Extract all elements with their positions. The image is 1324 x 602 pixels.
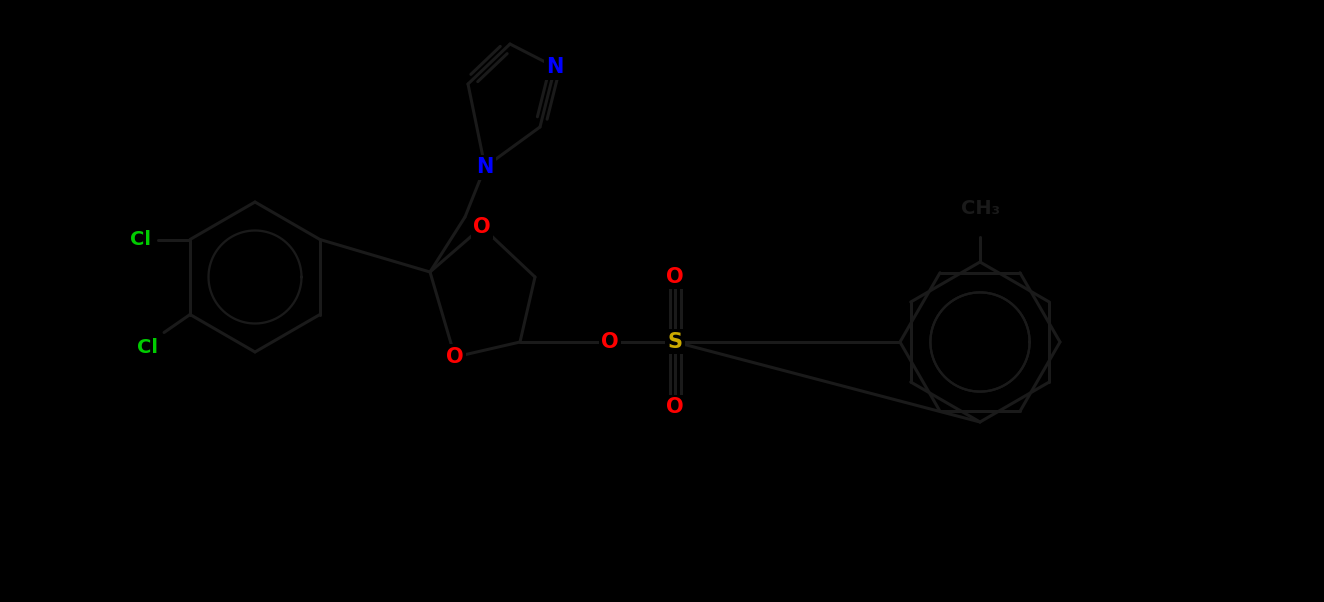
Text: Cl: Cl xyxy=(136,338,158,357)
Text: N: N xyxy=(547,57,564,77)
Text: Cl: Cl xyxy=(130,230,151,249)
Text: O: O xyxy=(473,217,491,237)
Text: CH₃: CH₃ xyxy=(960,199,1000,219)
Text: O: O xyxy=(446,347,463,367)
Text: S: S xyxy=(667,332,682,352)
Text: O: O xyxy=(666,397,683,417)
Text: O: O xyxy=(601,332,618,352)
Text: O: O xyxy=(666,267,683,287)
Text: N: N xyxy=(477,157,494,177)
